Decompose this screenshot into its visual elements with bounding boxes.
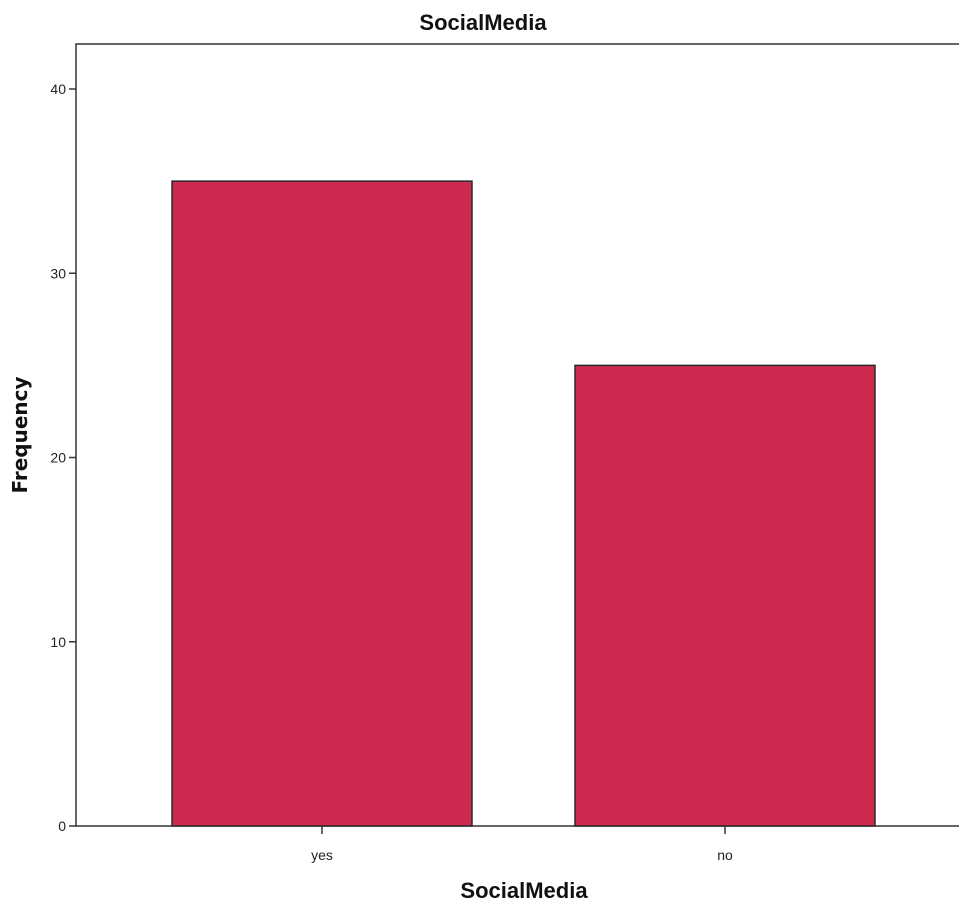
y-tick-label: 0 xyxy=(58,818,66,834)
bar-yes xyxy=(171,180,473,827)
y-axis: 0 10 20 30 40 xyxy=(50,81,76,834)
y-tick-label: 40 xyxy=(50,81,66,97)
y-axis-label: Frequency xyxy=(8,376,32,493)
bars xyxy=(171,180,876,827)
chart-title: SocialMedia xyxy=(419,10,547,35)
y-tick-label: 10 xyxy=(50,634,66,650)
y-tick-label: 20 xyxy=(50,450,66,466)
x-tick-label-no: no xyxy=(717,847,733,863)
x-axis: yes no xyxy=(311,826,733,863)
x-axis-label: SocialMedia xyxy=(460,878,588,903)
bar-no xyxy=(574,364,876,827)
y-tick-label: 30 xyxy=(50,265,66,281)
x-tick-label-yes: yes xyxy=(311,847,333,863)
